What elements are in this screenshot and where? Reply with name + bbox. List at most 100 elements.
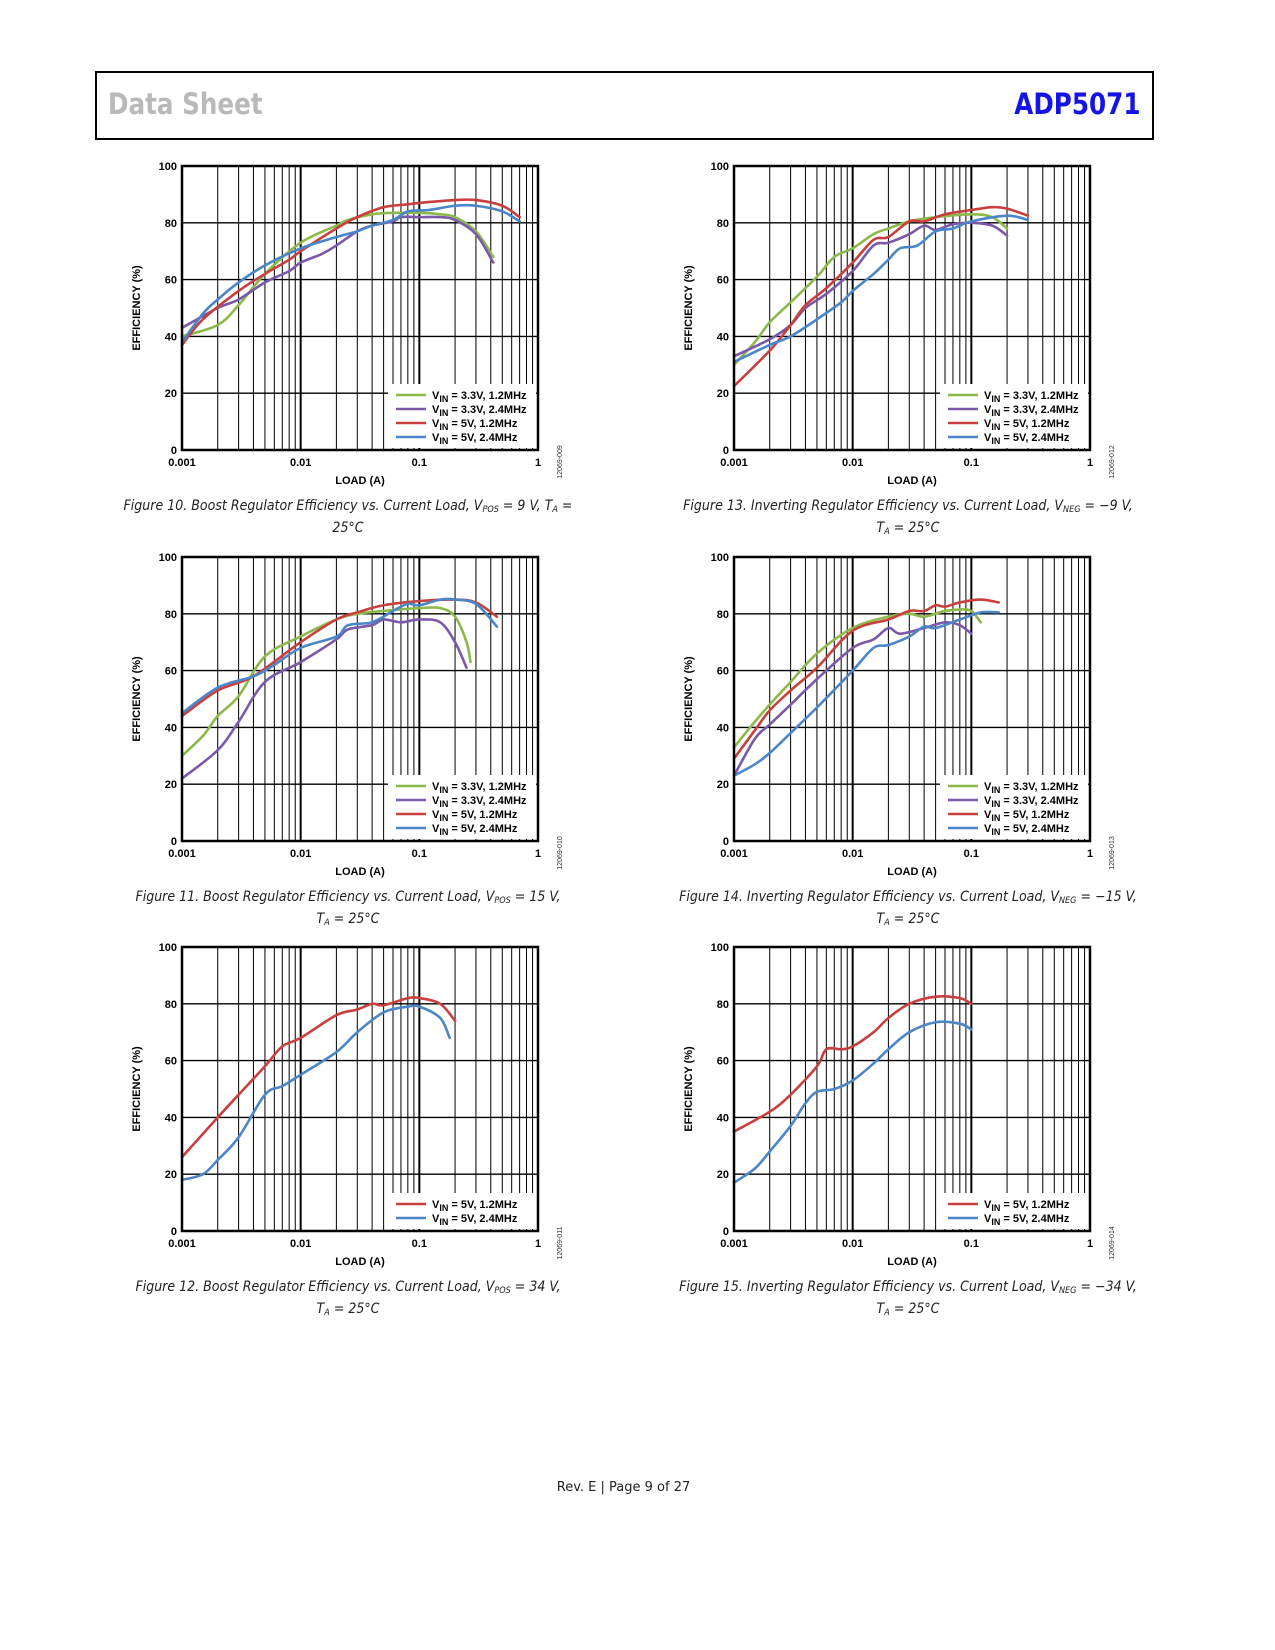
caption-subscript: A: [884, 1308, 890, 1318]
caption-text: = 9 V, T: [498, 498, 553, 514]
x-axis-label: LOAD (A): [335, 475, 385, 487]
legend-label: VIN = 5V, 1.2MHz: [432, 418, 518, 432]
y-tick-label: 60: [717, 1056, 729, 1068]
legend-label: VIN = 5V, 1.2MHz: [432, 1199, 518, 1213]
y-tick-label: 20: [165, 1169, 177, 1181]
x-tick-label: 1: [1087, 1238, 1093, 1250]
x-tick-label: 0.1: [412, 848, 427, 860]
chart-fig11: VIN = 3.3V, 1.2MHz VIN = 3.3V, 2.4MHz VIN …: [122, 547, 592, 887]
legend-label: VIN = 3.3V, 1.2MHz: [432, 781, 527, 795]
legend-label-sub: IN: [439, 785, 448, 795]
legend-label-rest: = 5V, 2.4MHz: [448, 823, 517, 835]
series-line: [732, 212, 1009, 367]
legend-label-rest: = 5V, 2.4MHz: [448, 1213, 517, 1225]
y-tick-label: 60: [165, 1056, 177, 1068]
legend-label-rest: = 5V, 2.4MHz: [448, 432, 517, 444]
chart-fig13: VIN = 3.3V, 1.2MHz VIN = 3.3V, 2.4MHz VIN …: [674, 156, 1144, 496]
legend-label: VIN = 3.3V, 2.4MHz: [984, 404, 1079, 418]
legend-label-sub: IN: [991, 1203, 1000, 1213]
legend-label-rest: = 5V, 1.2MHz: [1000, 809, 1069, 821]
caption-text: Figure 10. Boost Regulator Efficiency vs…: [123, 498, 483, 514]
series-line: [732, 214, 1030, 364]
legend-label-sub: IN: [991, 813, 1000, 823]
x-axis-label: LOAD (A): [887, 475, 937, 487]
legend-label-v: V: [432, 432, 440, 444]
series-line: [180, 1004, 451, 1182]
legend-label-rest: = 5V, 1.2MHz: [1000, 1199, 1069, 1211]
x-tick-label: 0.1: [964, 848, 979, 860]
page-footer: Rev. E | Page 9 of 27: [556, 1480, 691, 1495]
chart-fig14: VIN = 3.3V, 1.2MHz VIN = 3.3V, 2.4MHz VIN …: [674, 547, 1144, 887]
legend-label-v: V: [984, 432, 992, 444]
legend-label-sub: IN: [991, 1217, 1000, 1227]
figure-code: 12069-011: [557, 1226, 564, 1259]
caption-subscript: NEG: [1063, 505, 1081, 515]
caption-text: = 25°C: [329, 911, 380, 927]
x-axis-label: LOAD (A): [887, 1256, 937, 1268]
y-tick-label: 20: [717, 388, 729, 400]
y-tick-label: 40: [165, 722, 177, 734]
legend-label-v: V: [984, 809, 992, 821]
legend-label-sub: IN: [439, 1217, 448, 1227]
legend-label-sub: IN: [991, 422, 1000, 432]
caption-subscript: POS: [482, 505, 499, 515]
legend-label-sub: IN: [991, 785, 1000, 795]
caption-text: = 25°C: [332, 498, 573, 536]
y-tick-label: 0: [171, 445, 177, 457]
y-tick-label: 40: [717, 722, 729, 734]
x-tick-label: 0.01: [290, 848, 311, 860]
caption-text: Figure 14. Inverting Regulator Efficienc…: [679, 889, 1060, 905]
x-tick-label: 1: [1087, 457, 1093, 469]
legend-label-rest: = 5V, 1.2MHz: [1000, 418, 1069, 430]
legend-label: VIN = 5V, 1.2MHz: [432, 809, 518, 823]
y-tick-label: 80: [165, 609, 177, 621]
figure-code: 12069-010: [557, 836, 564, 870]
legend-label-sub: IN: [439, 436, 448, 446]
legend-label-sub: IN: [439, 422, 448, 432]
series-line: [732, 1020, 973, 1185]
series-line: [180, 618, 468, 780]
series-line: [732, 610, 1000, 777]
y-tick-label: 0: [171, 1226, 177, 1238]
legend-label-v: V: [432, 404, 440, 416]
figure-caption: Figure 10. Boost Regulator Efficiency vs…: [114, 497, 582, 537]
x-tick-label: 0.001: [720, 457, 748, 469]
legend-label-sub: IN: [439, 799, 448, 809]
legend-label-v: V: [432, 418, 440, 430]
legend-label-rest: = 3.3V, 1.2MHz: [448, 781, 527, 793]
legend-label-v: V: [432, 809, 440, 821]
series-line: [732, 608, 983, 749]
caption-subscript: A: [884, 527, 890, 537]
caption-text: Figure 13. Inverting Regulator Efficienc…: [683, 498, 1064, 514]
y-tick-label: 80: [165, 218, 177, 230]
legend-label-v: V: [432, 781, 440, 793]
page-header: Data Sheet ADP5071: [95, 71, 1154, 140]
y-tick-label: 80: [717, 609, 729, 621]
x-tick-label: 0.01: [842, 848, 863, 860]
y-tick-label: 60: [165, 666, 177, 678]
caption-text: T: [876, 911, 885, 927]
plot-frame: [732, 945, 1092, 1233]
x-tick-label: 0.001: [168, 1238, 196, 1250]
figure-code: 12069-013: [1109, 836, 1116, 870]
y-tick-label: 80: [165, 999, 177, 1011]
y-tick-label: 100: [159, 942, 177, 954]
caption-text: = −9 V,: [1080, 498, 1133, 514]
y-tick-label: 0: [171, 836, 177, 848]
caption-text: = 25°C: [889, 1301, 940, 1317]
caption-subscript: A: [552, 505, 558, 515]
x-tick-label: 1: [535, 1238, 541, 1250]
legend-label-rest: = 3.3V, 2.4MHz: [448, 404, 527, 416]
caption-text: T: [876, 520, 885, 536]
legend-label: VIN = 5V, 2.4MHz: [984, 823, 1070, 837]
plot-frame: [732, 164, 1092, 452]
legend-label: VIN = 3.3V, 2.4MHz: [984, 795, 1079, 809]
figure-caption: Figure 14. Inverting Regulator Efficienc…: [674, 888, 1142, 932]
legend-label: VIN = 5V, 2.4MHz: [432, 432, 518, 446]
chart-fig10: VIN = 3.3V, 1.2MHz VIN = 3.3V, 2.4MHz VIN …: [122, 156, 592, 496]
series-line: [180, 996, 457, 1159]
legend-label-sub: IN: [439, 813, 448, 823]
caption-text: T: [876, 1301, 885, 1317]
